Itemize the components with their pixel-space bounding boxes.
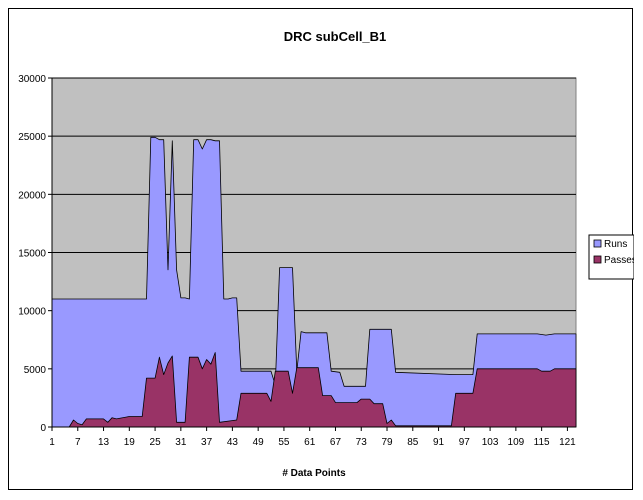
x-tick-label: 121 (559, 437, 576, 448)
x-tick-label: 61 (304, 437, 316, 448)
x-tick-label: 115 (534, 437, 550, 448)
y-tick-label: 30000 (18, 74, 46, 85)
y-tick-label: 10000 (18, 307, 46, 318)
series-areas (51, 136, 577, 428)
x-tick-label: 49 (253, 437, 265, 448)
legend-swatch (593, 239, 602, 248)
x-tick-label: 97 (459, 437, 471, 448)
x-tick-label: 31 (175, 437, 187, 448)
x-tick-label: 109 (508, 437, 525, 448)
series-area-passes (51, 352, 577, 428)
x-tick-label: 1 (49, 437, 55, 448)
y-tick-label: 0 (40, 423, 46, 434)
y-tick-label: 20000 (18, 190, 46, 201)
legend-label: Runs (604, 239, 627, 250)
x-tick-label: 19 (124, 437, 136, 448)
x-tick-label: 37 (201, 437, 213, 448)
legend-label: Passes (604, 255, 634, 266)
y-tick-label: 15000 (18, 249, 46, 260)
chart-frame: DRC subCell_B1 0 5000 10000 15000 20000 25000… (8, 8, 634, 490)
x-tick-label: 67 (330, 437, 342, 448)
y-axis: 0 5000 10000 15000 20000 25000 30000 (18, 74, 53, 434)
series-area-runs (51, 136, 577, 428)
x-tick-label: 79 (381, 437, 393, 448)
x-axis-title: # Data Points (282, 468, 346, 479)
x-axis: 1 7 13 19 25 31 37 43 49 55 61 67 73 79 85 91 97 103 109 11… (49, 426, 576, 448)
x-tick-label: 103 (482, 437, 499, 448)
x-tick-label: 55 (278, 437, 290, 448)
y-tick-label: 5000 (24, 365, 47, 376)
x-tick-label: 85 (407, 437, 419, 448)
x-tick-label: 73 (356, 437, 368, 448)
legend: Runs Passes (588, 234, 634, 280)
x-tick-label: 13 (98, 437, 110, 448)
area-chart: DRC subCell_B1 0 5000 10000 15000 20000 25000… (18, 29, 634, 479)
legend-swatch (593, 255, 602, 264)
chart-title: DRC subCell_B1 (284, 29, 387, 44)
y-tick-label: 25000 (18, 132, 46, 143)
x-tick-label: 25 (150, 437, 162, 448)
x-tick-label: 7 (75, 437, 81, 448)
x-tick-label: 91 (433, 437, 445, 448)
x-tick-label: 43 (227, 437, 239, 448)
